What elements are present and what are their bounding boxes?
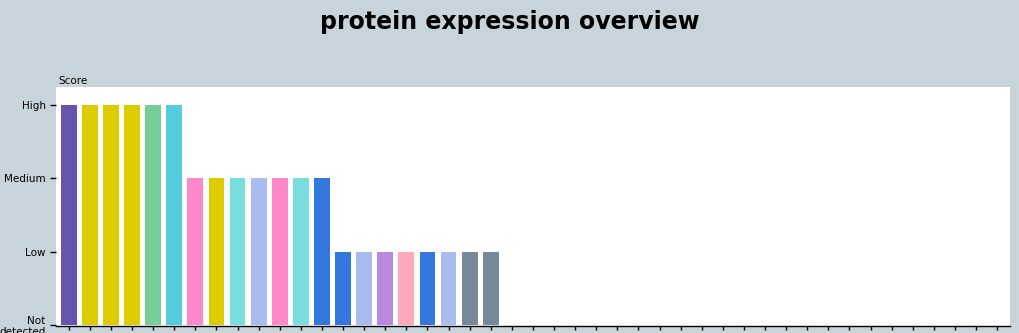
- Text: Score: Score: [58, 76, 88, 86]
- Bar: [314, 178, 329, 325]
- Bar: [462, 251, 477, 325]
- Bar: [292, 178, 309, 325]
- Bar: [208, 178, 224, 325]
- Bar: [419, 251, 435, 325]
- Bar: [166, 105, 182, 325]
- Bar: [398, 251, 414, 325]
- Bar: [440, 251, 457, 325]
- Bar: [229, 178, 246, 325]
- Bar: [482, 251, 498, 325]
- Bar: [187, 178, 203, 325]
- Bar: [377, 251, 392, 325]
- Bar: [251, 178, 266, 325]
- Bar: [272, 178, 287, 325]
- Bar: [145, 105, 161, 325]
- Text: protein expression overview: protein expression overview: [320, 10, 699, 34]
- Bar: [356, 251, 372, 325]
- Bar: [61, 105, 76, 325]
- Bar: [82, 105, 98, 325]
- Bar: [335, 251, 351, 325]
- Bar: [124, 105, 140, 325]
- Bar: [103, 105, 119, 325]
